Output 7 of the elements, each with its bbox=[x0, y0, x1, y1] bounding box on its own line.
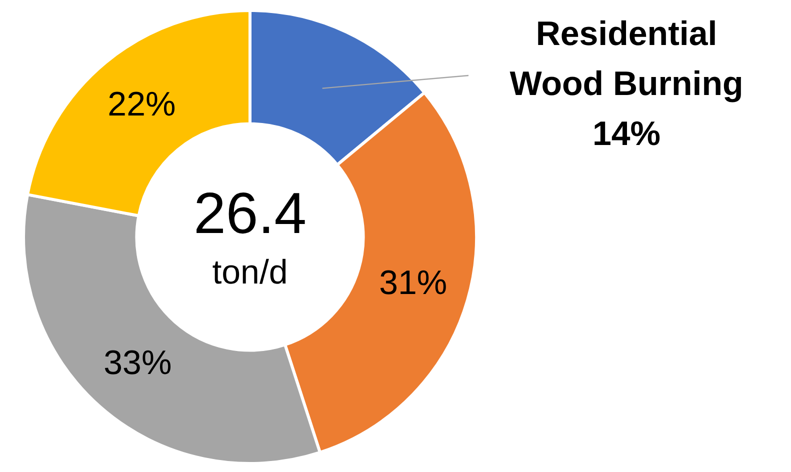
slice-label: Residential Wood Burning bbox=[510, 14, 744, 103]
data-label: 14% bbox=[592, 114, 661, 153]
data-label: 31% bbox=[379, 264, 448, 302]
text: 26.4 bbox=[194, 181, 306, 246]
data-label: 33% bbox=[104, 344, 172, 382]
text: ton/d bbox=[212, 253, 288, 292]
data-label: 22% bbox=[108, 85, 176, 124]
